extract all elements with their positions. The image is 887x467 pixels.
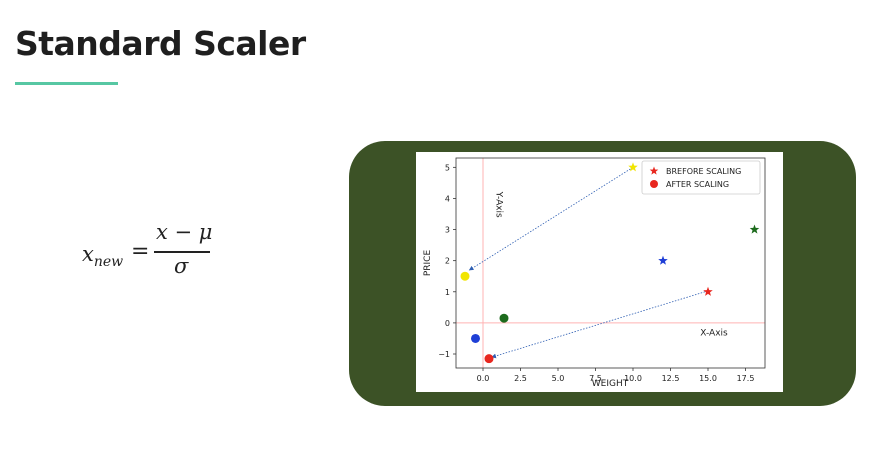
chart-panel: 0.0 2.5 5.0 7.5 10.0 12.5 15.0 17.5 −1 0 1 2 3 4 5 WE…	[416, 152, 783, 392]
scatter-chart: 0.0 2.5 5.0 7.5 10.0 12.5 15.0 17.5 −1 0 1 2 3 4 5 WE…	[423, 157, 766, 389]
y-tick-label: 2	[445, 257, 450, 266]
axis-annotation: Y-Axis	[494, 191, 504, 218]
x-axis-label: WEIGHT	[592, 379, 629, 389]
x-tick-label: 7.5	[589, 374, 602, 383]
formula-equals: =	[131, 239, 150, 264]
y-tick-label: 0	[445, 319, 450, 328]
legend-label: AFTER SCALING	[666, 180, 729, 189]
y-axis-label: PRICE	[423, 250, 433, 277]
plot-area-border	[455, 157, 766, 369]
scaling-arrow	[491, 291, 706, 359]
formula-fraction-bar	[154, 251, 210, 253]
x-tick-label: 17.5	[737, 374, 755, 383]
circle-marker	[499, 313, 509, 323]
x-tick-label: 15.0	[699, 374, 717, 383]
legend-label: BREFORE SCALING	[666, 167, 741, 176]
x-tick-label: 10.0	[624, 374, 642, 383]
formula-lhs: xnew	[82, 242, 123, 270]
x-tick-label: 12.5	[662, 374, 680, 383]
formula-denominator: σ	[174, 254, 189, 278]
y-tick-label: 1	[445, 288, 450, 297]
y-tick-label: 4	[445, 194, 450, 203]
scaling-arrow	[468, 166, 634, 271]
legend-box	[641, 160, 761, 195]
star-marker	[749, 224, 760, 234]
star-marker	[703, 286, 713, 296]
y-tick-label: 3	[445, 226, 450, 235]
x-tick-label: 5.0	[552, 374, 565, 383]
legend-star-marker	[649, 166, 659, 175]
circle-marker	[484, 354, 494, 364]
star-marker	[658, 255, 668, 265]
formula-lhs-var: x	[82, 242, 94, 266]
y-tick-label: −1	[438, 350, 450, 359]
title-underline	[15, 82, 118, 85]
axis-annotation: X-Axis	[700, 328, 728, 338]
x-tick-label: 0.0	[477, 374, 490, 383]
formula-numerator: x − μ	[156, 220, 213, 244]
y-tick-label: 5	[445, 163, 450, 172]
star-marker	[628, 162, 638, 172]
slide-title: Standard Scaler	[15, 24, 306, 63]
legend-circle-marker	[650, 180, 658, 188]
x-tick-label: 2.5	[514, 374, 527, 383]
formula-lhs-sub: new	[93, 254, 124, 271]
legend: BREFORE SCALING AFTER SCALING	[641, 160, 761, 195]
circle-marker	[471, 333, 480, 343]
circle-marker	[460, 271, 470, 281]
